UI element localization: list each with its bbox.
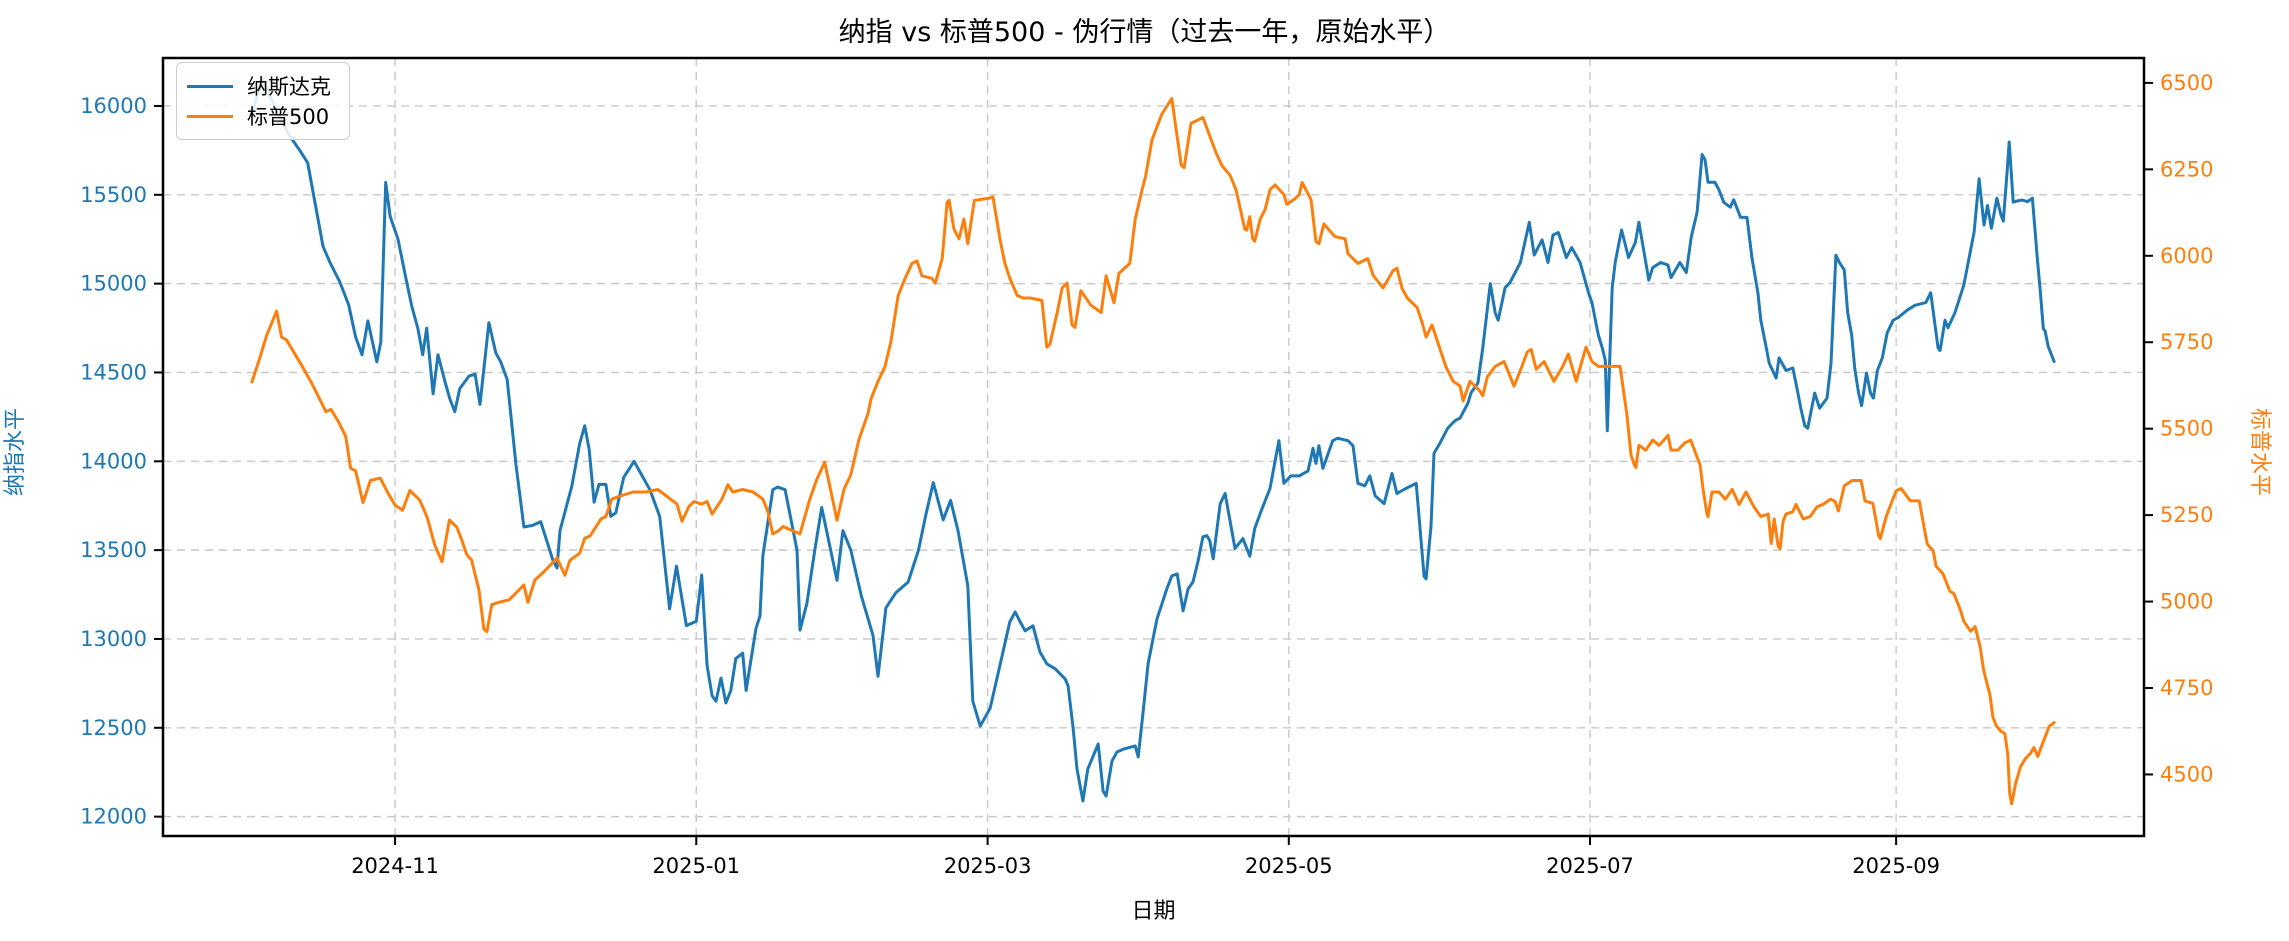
left-tick-label: 13000 xyxy=(80,627,147,651)
legend: 纳斯达克标普500 xyxy=(176,62,350,140)
right-tick-label: 4500 xyxy=(2160,762,2213,786)
legend-entry-1: 标普500 xyxy=(187,101,331,131)
y-axis-label-right: 标普水平 xyxy=(2247,407,2272,496)
left-tick-label: 16000 xyxy=(80,94,147,118)
left-tick-label: 13500 xyxy=(80,538,147,562)
legend-label: 纳斯达克 xyxy=(247,75,331,99)
left-tick-label: 15500 xyxy=(80,183,147,207)
left-tick-label: 14000 xyxy=(80,449,147,473)
x-tick-label: 2025-01 xyxy=(652,854,740,878)
x-tick-label: 2024-11 xyxy=(351,854,439,878)
legend-line-sample xyxy=(187,84,233,88)
left-tick-label: 12000 xyxy=(80,805,147,829)
right-tick-label: 4750 xyxy=(2160,676,2213,700)
legend-entry-0: 纳斯达克 xyxy=(187,71,331,101)
chart-title: 纳指 vs 标普500 - 伪行情（过去一年，原始水平） xyxy=(838,17,1451,48)
legend-label: 标普500 xyxy=(247,105,330,129)
right-tick-label: 5250 xyxy=(2160,503,2213,527)
series-line-left xyxy=(250,77,2056,803)
left-tick-label: 14500 xyxy=(80,360,147,384)
right-tick-label: 6000 xyxy=(2160,244,2213,268)
x-tick-label: 2025-07 xyxy=(1546,854,1634,878)
right-tick-label: 5000 xyxy=(2160,590,2213,614)
left-tick-label: 12500 xyxy=(80,716,147,740)
right-tick-label: 6250 xyxy=(2160,157,2213,181)
left-tick-label: 15000 xyxy=(80,272,147,296)
axes-spines xyxy=(161,56,2146,838)
right-tick-label: 6500 xyxy=(2160,71,2213,95)
x-axis-label: 日期 xyxy=(1131,899,1176,924)
x-tick-label: 2025-05 xyxy=(1245,854,1333,878)
x-tick-label: 2025-03 xyxy=(944,854,1032,878)
y-axis-label-left: 纳指水平 xyxy=(3,408,28,497)
series-line-right xyxy=(250,97,2056,806)
right-tick-label: 5750 xyxy=(2160,330,2213,354)
x-tick-label: 2025-09 xyxy=(1852,854,1940,878)
right-tick-label: 5500 xyxy=(2160,417,2213,441)
legend-line-sample xyxy=(187,114,233,118)
